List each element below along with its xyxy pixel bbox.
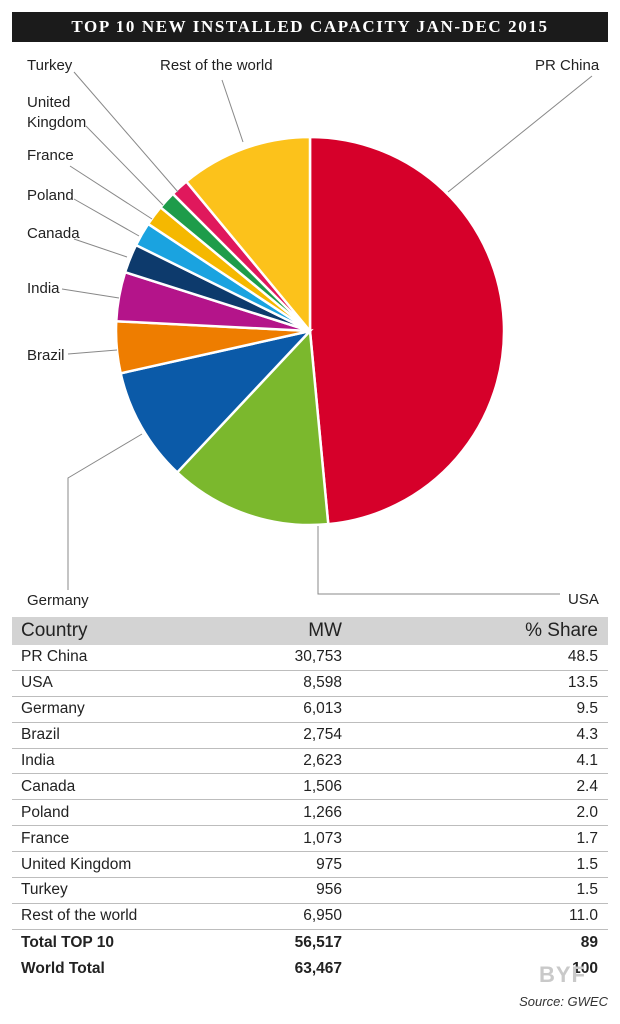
cell-mw: 63,467: [294, 959, 342, 977]
cell-mw: 956: [316, 881, 342, 899]
data-table: Country MW % Share PR China 30,753 48.5 USA…: [12, 617, 608, 982]
table-row: United Kingdom 975 1.5: [12, 852, 608, 879]
slice-label: USA: [568, 591, 599, 608]
total-row: World Total 63,467 100: [12, 956, 608, 982]
cell-country: PR China: [21, 648, 88, 666]
cell-country: Brazil: [21, 726, 60, 744]
pie-slice-rest-of-the-world: [184, 135, 312, 335]
slice-label: Canada: [27, 225, 80, 242]
cell-share: 9.5: [576, 700, 598, 718]
cell-mw: 1,266: [303, 803, 342, 821]
table-header: Country MW % Share: [12, 617, 608, 645]
table-row: PR China 30,753 48.5: [12, 645, 608, 671]
table-row: Brazil 2,754 4.3: [12, 723, 608, 749]
pie-slice-germany: [119, 328, 314, 475]
cell-share: 2.4: [576, 777, 598, 795]
cell-share: 1.7: [576, 829, 598, 847]
cell-share: 48.5: [567, 648, 598, 666]
leader-line: [73, 238, 128, 258]
chart-title: TOP 10 NEW INSTALLED CAPACITY JAN-DEC 20…: [12, 12, 608, 42]
cell-country: World Total: [21, 959, 105, 977]
cell-mw: 1,073: [303, 829, 342, 847]
leader-line: [67, 349, 118, 355]
cell-country: Canada: [21, 777, 76, 795]
slice-label: Poland: [27, 187, 74, 204]
cell-country: India: [21, 752, 55, 769]
slice-label: PR China: [535, 57, 600, 74]
slice-label: France: [27, 147, 74, 164]
slice-label: India: [27, 280, 60, 297]
slice-label: Rest of the world: [160, 57, 273, 74]
cell-mw: 6,950: [303, 907, 342, 925]
cell-share: 100: [572, 959, 598, 977]
table-row: France 1,073 1.7: [12, 826, 608, 853]
table-row: Germany 6,013 9.5: [12, 697, 608, 723]
cell-share: 2.0: [576, 803, 598, 821]
pie-slice-usa: [175, 328, 330, 527]
source-note: Source: GWEC: [519, 994, 608, 1009]
table-row: USA 8,598 13.5: [12, 671, 608, 697]
table-body: PR China 30,753 48.5 USA 8,598 13.5 Germany 6,0…: [12, 645, 608, 982]
cell-mw: 2,623: [303, 752, 342, 769]
cell-mw: 975: [316, 855, 342, 873]
leader-line: [317, 526, 560, 595]
leader-line: [447, 75, 593, 193]
header-mw: MW: [308, 620, 342, 641]
watermark-logo: BYF: [539, 962, 586, 987]
slice-label: United Kingdom: [27, 94, 86, 131]
cell-mw: 2,754: [303, 726, 342, 744]
table-row: Canada 1,506 2.4: [12, 774, 608, 801]
slice-label: Germany: [27, 592, 89, 609]
slice-label: Brazil: [27, 347, 65, 364]
header-country: Country: [21, 620, 88, 641]
cell-share: 4.1: [576, 752, 598, 769]
cell-share: 1.5: [576, 855, 598, 873]
slice-label: Turkey: [27, 57, 73, 74]
cell-country: United Kingdom: [21, 855, 132, 873]
table-row: India 2,623 4.1: [12, 749, 608, 775]
pie-chart: PR China USA Germany Brazil India Canada Polan…: [27, 57, 600, 609]
cell-share: 11.0: [568, 907, 598, 925]
cell-country: Rest of the world: [21, 907, 138, 925]
total-row: Total TOP 10 56,517 89: [12, 930, 608, 956]
leader-line: [73, 71, 179, 193]
cell-country: Turkey: [21, 881, 68, 899]
cell-mw: 1,506: [303, 777, 342, 795]
pie-slice-pr-china: [308, 135, 506, 526]
cell-country: France: [21, 829, 70, 847]
cell-mw: 6,013: [303, 700, 342, 718]
leader-line: [61, 288, 120, 299]
header-share: % Share: [525, 620, 598, 641]
cell-share: 4.3: [576, 726, 598, 744]
table-row: Rest of the world 6,950 11.0: [12, 904, 608, 930]
cell-mw: 8,598: [303, 674, 342, 692]
leader-line: [69, 165, 153, 220]
cell-share: 89: [580, 933, 598, 951]
leader-line: [85, 125, 164, 206]
cell-mw: 56,517: [294, 933, 342, 951]
cell-share: 1.5: [576, 881, 598, 899]
cell-mw: 30,753: [294, 648, 342, 666]
table-row: Poland 1,266 2.0: [12, 800, 608, 827]
cell-share: 13.5: [567, 674, 598, 692]
table-row: Turkey 956 1.5: [12, 878, 608, 904]
cell-country: Total TOP 10: [21, 933, 115, 951]
cell-country: Germany: [21, 700, 85, 718]
cell-country: USA: [21, 674, 53, 692]
leader-line: [221, 79, 244, 143]
leader-line: [73, 198, 140, 237]
cell-country: Poland: [21, 803, 70, 821]
leader-line: [67, 433, 143, 590]
